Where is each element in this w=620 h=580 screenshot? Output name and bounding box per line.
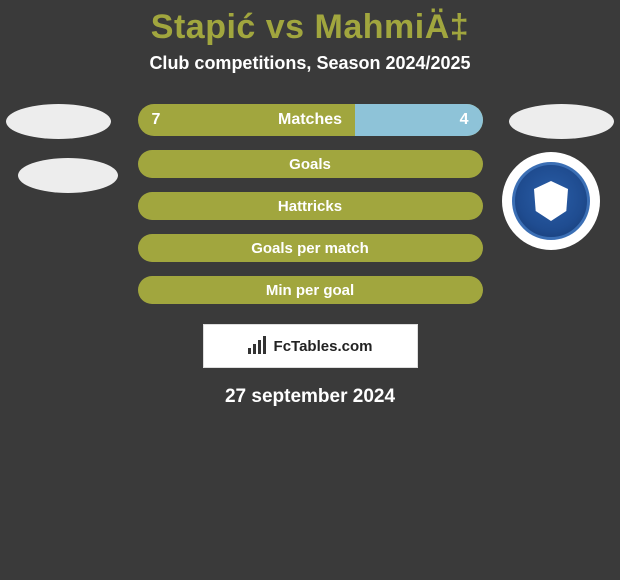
watermark-text: FcTables.com [274, 338, 373, 355]
left-player-badge-2 [18, 158, 118, 193]
matches-right-value: 4 [460, 104, 469, 136]
matches-label: Matches [278, 111, 342, 129]
matches-left-value: 7 [152, 104, 161, 136]
stat-bar-goals: Goals [138, 150, 483, 178]
right-player-badge [509, 104, 614, 139]
stat-bar-goals-per-match: Goals per match [138, 234, 483, 262]
page-title: Stapić vs MahmiÄ‡ [0, 0, 620, 47]
watermark: FcTables.com [203, 324, 418, 368]
crest-shield-icon [512, 162, 590, 240]
right-club-crest [502, 152, 600, 250]
stat-bar-min-per-goal: Min per goal [138, 276, 483, 304]
stat-bar-hattricks: Hattricks [138, 192, 483, 220]
stat-bar-label: Hattricks [278, 198, 342, 215]
stat-bar-label: Min per goal [266, 282, 354, 299]
left-player-badge [6, 104, 111, 139]
subtitle: Club competitions, Season 2024/2025 [0, 53, 620, 74]
stat-bar-label: Goals per match [251, 240, 369, 257]
stat-bar-matches: 7 Matches 4 [138, 104, 483, 136]
comparison-panel: 7 Matches 4 Goals Hattricks Goals per matc… [0, 104, 620, 408]
stat-bar-label: Goals [289, 156, 331, 173]
bar-chart-icon [248, 338, 268, 354]
stat-bars: 7 Matches 4 Goals Hattricks Goals per matc… [138, 104, 483, 304]
date-label: 27 september 2024 [0, 386, 620, 408]
